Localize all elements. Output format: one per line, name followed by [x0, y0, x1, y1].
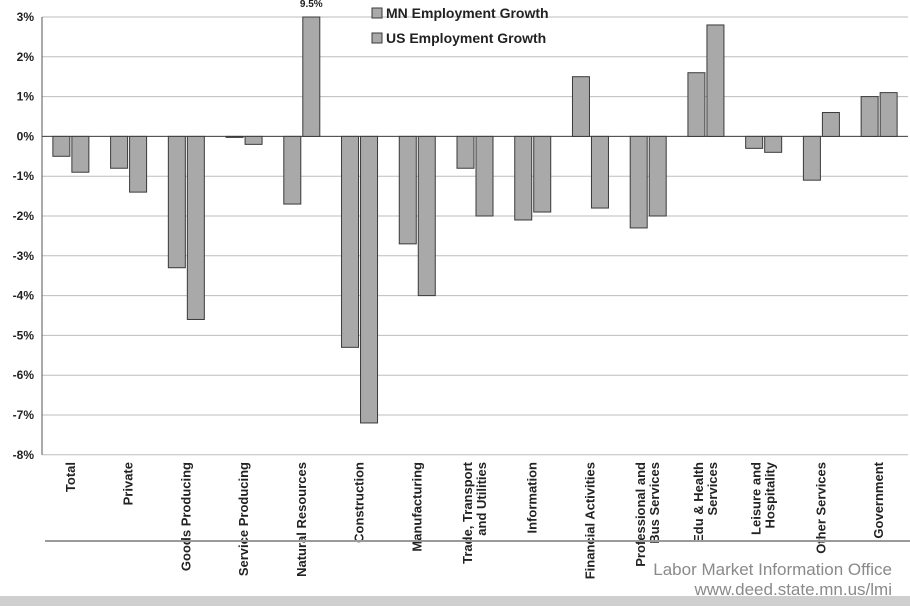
- bar-us-13: [821, 112, 840, 137]
- y-tick-label: -2%: [13, 209, 35, 223]
- x-tick-label: Total: [63, 462, 78, 492]
- x-tick-label-line: Information: [525, 462, 540, 534]
- x-tick-label: Goods Producing: [178, 462, 193, 571]
- footer-url: www.deed.state.mn.us/lmi: [694, 580, 892, 599]
- y-tick-label: -8%: [13, 448, 35, 462]
- legend-swatch: [371, 32, 383, 44]
- y-tick-label: 3%: [17, 10, 35, 24]
- y-tick-label: -5%: [13, 328, 35, 342]
- x-tick-label-line: Services: [705, 462, 720, 516]
- x-tick-label-line: Natural Resources: [294, 462, 309, 577]
- x-tick-label-line: Construction: [352, 462, 367, 543]
- scan-edge: [0, 596, 910, 606]
- bar-mn-14: [860, 96, 879, 137]
- x-tick-label-line: Manufacturing: [409, 462, 424, 552]
- x-axis-labels: Total Private Goods Producing Service Produ…: [63, 461, 886, 579]
- bar-us-8: [533, 135, 552, 213]
- x-tick-label-line: Financial Activities: [582, 462, 597, 579]
- y-tick-label: -1%: [13, 169, 35, 183]
- bars: [52, 16, 898, 424]
- x-tick-label-line: Goods Producing: [178, 462, 193, 571]
- bar-mn-10: [629, 135, 648, 229]
- bar-mn-12: [745, 135, 764, 149]
- y-tick-label: 2%: [17, 50, 35, 64]
- y-tick-label: 0%: [17, 129, 35, 143]
- bar-mn-0: [52, 135, 71, 157]
- y-tick-label: -6%: [13, 368, 35, 382]
- y-tick-label: -7%: [13, 408, 35, 422]
- x-tick-label: Trade, Transportand Utilities: [460, 461, 489, 564]
- bar-us-4: [302, 16, 321, 137]
- x-tick-label-line: Bus Services: [647, 462, 662, 544]
- x-tick-label: Professional andBus Services: [633, 462, 662, 567]
- bar-us-11: [706, 24, 725, 137]
- x-tick-label-line: Government: [871, 461, 886, 538]
- bar-us-12: [764, 135, 783, 153]
- bar-mn-2: [167, 135, 186, 269]
- x-tick-label: Manufacturing: [409, 462, 424, 552]
- x-tick-label: Construction: [352, 462, 367, 543]
- x-tick-label: Leisure andHospitality: [749, 461, 778, 535]
- x-tick-label: Service Producing: [236, 462, 251, 576]
- bar-us-0: [71, 135, 90, 173]
- x-tick-label-line: Hospitality: [763, 461, 778, 528]
- x-tick-label-line: Private: [121, 462, 136, 505]
- separator-rule: [45, 540, 910, 542]
- bar-us-2: [186, 135, 205, 320]
- footer-office: Labor Market Information Office: [653, 560, 892, 579]
- footer: Labor Market Information Office www.deed…: [653, 560, 892, 600]
- data-label: 9.5%: [300, 0, 323, 10]
- bar-us-3: [244, 135, 263, 145]
- x-tick-label: Government: [871, 461, 886, 538]
- x-tick-label-line: Total: [63, 462, 78, 492]
- bar-mn-3: [225, 135, 244, 138]
- x-tick-label-line: Professional and: [633, 462, 648, 567]
- x-tick-label: Private: [121, 462, 136, 505]
- y-tick-label: -3%: [13, 249, 35, 263]
- x-tick-label: Financial Activities: [582, 462, 597, 579]
- x-tick-label: Other Services: [813, 462, 828, 554]
- legend-swatch: [371, 7, 383, 19]
- bar-mn-8: [514, 135, 533, 221]
- bar-us-14: [879, 92, 898, 137]
- bar-mn-11: [687, 72, 706, 137]
- bar-mn-13: [802, 135, 821, 181]
- x-tick-label-line: Edu & Health: [691, 462, 706, 543]
- x-tick-label: Natural Resources: [294, 462, 309, 577]
- legend: MN Employment Growth US Employment Growth: [371, 5, 549, 46]
- y-axis-ticks: 3% 2% 1% 0% -1% -2% -3% -4% -5% -6% -7% -8%: [13, 10, 35, 462]
- bar-mn-5: [341, 135, 360, 348]
- annotations: 9.5%: [300, 0, 323, 10]
- bar-us-5: [360, 135, 379, 424]
- x-tick-label-line: Other Services: [813, 462, 828, 554]
- bar-mn-1: [110, 135, 129, 169]
- x-tick-label: Edu & HealthServices: [691, 462, 720, 543]
- bar-mn-9: [571, 76, 590, 137]
- gridlines: [41, 16, 908, 456]
- legend-label: US Employment Growth: [386, 30, 546, 46]
- bar-us-6: [417, 135, 436, 297]
- bar-us-1: [129, 135, 148, 193]
- legend-label: MN Employment Growth: [386, 5, 549, 21]
- x-tick-label-line: Trade, Transport: [460, 461, 475, 564]
- bar-mn-4: [283, 135, 302, 205]
- bar-us-7: [475, 135, 494, 217]
- y-tick-label: 1%: [17, 90, 35, 104]
- bar-us-10: [648, 135, 667, 217]
- x-tick-label-line: Leisure and: [749, 462, 764, 535]
- x-tick-label-line: Service Producing: [236, 462, 251, 576]
- x-tick-label: Information: [525, 462, 540, 534]
- bar-us-9: [590, 135, 609, 209]
- y-tick-label: -4%: [13, 289, 35, 303]
- bar-mn-7: [456, 135, 475, 169]
- x-tick-label-line: and Utilities: [474, 462, 489, 536]
- bar-mn-6: [398, 135, 417, 245]
